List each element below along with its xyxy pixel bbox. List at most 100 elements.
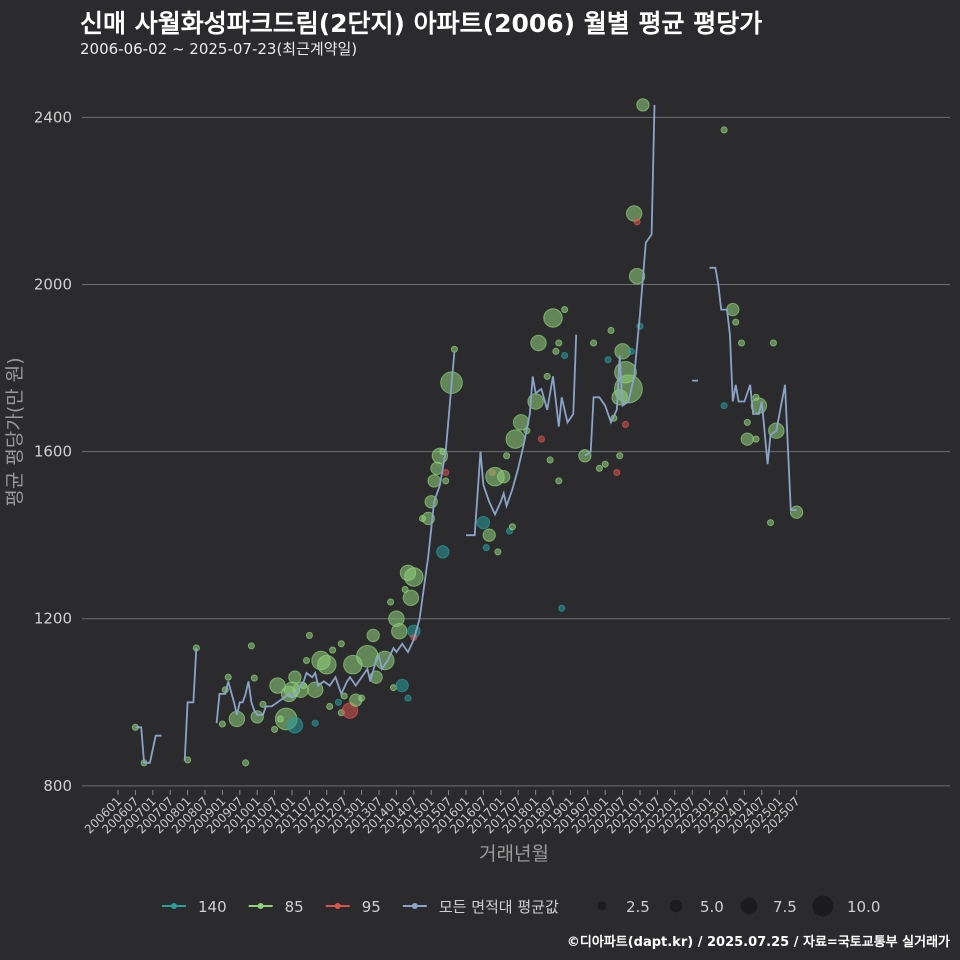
- point-85-83: [543, 372, 551, 380]
- point-140-20: [286, 717, 304, 734]
- point-85-29: [326, 702, 334, 710]
- y-tick-2000: 2000: [34, 276, 72, 294]
- point-85-88: [555, 339, 563, 347]
- point-95-108: [633, 218, 641, 226]
- gridlines: [82, 116, 950, 787]
- point-85-85: [543, 308, 563, 328]
- avg-line-segment-4: [584, 104, 656, 457]
- point-85-58: [427, 474, 441, 488]
- point-85-112: [720, 126, 728, 134]
- chart-title: 신매 사월화성파크드림(2단지) 아파트(2006) 월별 평균 평당가: [80, 9, 763, 38]
- legend-dot-95: [334, 903, 341, 909]
- point-140-62: [436, 545, 450, 559]
- legend-size-dot-1: [669, 899, 683, 913]
- point-85-64: [442, 477, 450, 485]
- point-85-100: [616, 452, 624, 460]
- y-tick-1600: 1600: [34, 443, 72, 461]
- average-line: [135, 104, 797, 764]
- point-85-9: [247, 642, 255, 650]
- point-85-38: [358, 694, 366, 702]
- avg-line-segment-1: [183, 647, 198, 761]
- legend-size-dot-2: [740, 897, 758, 915]
- point-85-117: [740, 432, 754, 446]
- y-tick-labels: 800 1200 1600 2000 2400: [34, 108, 72, 794]
- legend-size-label-3: 10.0: [847, 898, 880, 916]
- point-85-8: [242, 759, 250, 767]
- legend-label-85: 85: [285, 898, 304, 916]
- point-85-116: [737, 339, 746, 347]
- point-85-46: [391, 623, 408, 640]
- legend-label-140: 140: [198, 898, 227, 916]
- point-85-28: [317, 654, 337, 675]
- point-140-50: [404, 694, 412, 702]
- point-85-81: [530, 334, 547, 352]
- legend-label-95: 95: [362, 898, 381, 916]
- legend-size-label-1: 5.0: [700, 898, 724, 916]
- point-85-10: [250, 674, 258, 682]
- point-85-40: [366, 628, 380, 643]
- point-85-32: [337, 640, 345, 648]
- point-95-63: [442, 468, 450, 477]
- point-95-99: [613, 468, 621, 477]
- legend-size-label-2: 7.5: [773, 898, 797, 916]
- avg-line-segment-3: [466, 334, 578, 537]
- y-axis-title: 평균 평당가(만 원): [4, 357, 26, 506]
- point-140-26: [311, 719, 319, 727]
- point-85-76: [508, 523, 516, 531]
- point-85-12: [259, 700, 267, 708]
- point-85-30: [329, 646, 337, 654]
- legend-size-dot-3: [812, 895, 834, 917]
- point-95-103: [621, 420, 630, 429]
- point-85-107: [626, 205, 643, 222]
- point-85-125: [789, 505, 804, 519]
- point-85-97: [607, 326, 615, 335]
- legend-size-label-0: 2.5: [626, 898, 650, 916]
- source-credit: ©디아파트(dapt.kr) / 2025.07.25 / 자료=국토교통부 실…: [566, 935, 950, 950]
- y-tick-800: 800: [43, 777, 72, 795]
- point-85-77: [505, 429, 526, 449]
- avg-line-segment-0: [135, 726, 162, 764]
- legend-dot-140: [171, 903, 177, 909]
- point-85-115: [732, 318, 740, 326]
- point-85-84: [546, 456, 554, 464]
- point-85-118: [743, 418, 751, 426]
- point-85-109: [628, 267, 646, 285]
- point-140-113: [720, 402, 728, 410]
- point-85-4: [218, 720, 226, 728]
- point-85-86: [552, 347, 560, 355]
- point-85-43: [387, 598, 395, 606]
- point-85-95: [601, 460, 609, 468]
- point-140-106: [627, 347, 635, 355]
- point-85-69: [482, 528, 496, 542]
- point-85-6: [224, 673, 232, 681]
- chart-subtitle: 2006-06-02 ~ 2025-07-23(최근계약일): [80, 40, 358, 58]
- x-axis-title: 거래년월: [479, 843, 549, 865]
- point-140-31: [334, 698, 342, 706]
- point-85-94: [595, 464, 603, 472]
- point-85-93: [590, 339, 598, 347]
- point-85-122: [766, 519, 775, 527]
- point-85-73: [497, 470, 511, 484]
- point-85-72: [494, 548, 502, 556]
- avg-line-segment-2: [215, 351, 456, 724]
- avg-line-segment-6: [709, 266, 797, 511]
- point-140-89: [558, 604, 566, 612]
- y-tick-2400: 2400: [34, 108, 72, 126]
- point-85-13: [271, 725, 279, 733]
- y-tick-1200: 1200: [34, 610, 72, 628]
- legend: 140 85 95 모든 면적대 평균값 2.5 5.0 7.5 10.0: [162, 895, 880, 917]
- point-140-47: [395, 678, 409, 693]
- point-140-68: [482, 544, 490, 552]
- point-95-82: [537, 435, 545, 443]
- point-85-111: [636, 98, 650, 112]
- point-85-123: [769, 339, 777, 347]
- point-85-90: [561, 306, 569, 314]
- point-85-114: [726, 302, 740, 317]
- point-85-11: [250, 710, 264, 724]
- point-85-87: [555, 477, 563, 485]
- point-85-24: [305, 631, 313, 639]
- legend-size-dot-0: [597, 901, 607, 911]
- legend-label-avg: 모든 면적대 평균값: [439, 898, 559, 916]
- point-85-119: [752, 435, 760, 443]
